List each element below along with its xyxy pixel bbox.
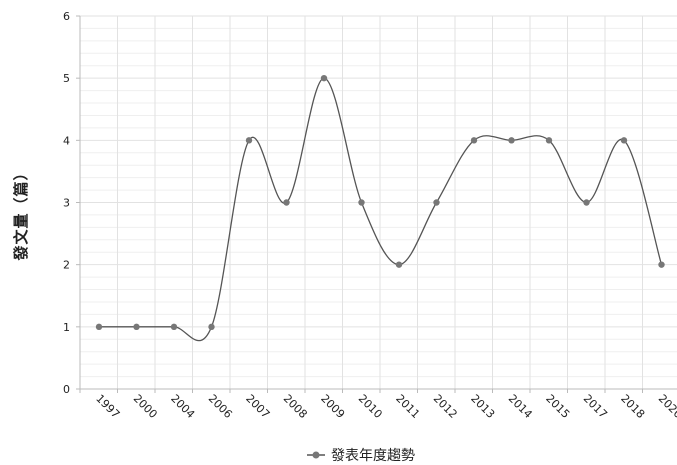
data-point[interactable] bbox=[658, 261, 665, 268]
series-layer bbox=[95, 74, 665, 342]
y-axis-label: 發文量（篇） bbox=[12, 164, 30, 261]
y-tick-labels: 0 1 2 3 4 5 6 bbox=[63, 10, 70, 396]
data-point[interactable] bbox=[433, 199, 440, 206]
x-tick-label: 2006 bbox=[206, 392, 235, 421]
axes bbox=[76, 15, 677, 393]
data-point[interactable] bbox=[245, 137, 253, 144]
grid bbox=[79, 15, 677, 390]
y-tick-label: 0 bbox=[63, 383, 70, 396]
y-tick-label: 2 bbox=[63, 259, 70, 272]
y-tick-label: 1 bbox=[63, 321, 70, 334]
x-tick-label: 1997 bbox=[93, 392, 122, 421]
data-points bbox=[95, 74, 665, 331]
data-point[interactable] bbox=[95, 323, 103, 331]
data-point[interactable] bbox=[583, 199, 590, 206]
data-point[interactable] bbox=[395, 261, 403, 268]
data-point[interactable] bbox=[620, 137, 628, 144]
data-point[interactable] bbox=[358, 199, 365, 206]
y-tick-label: 3 bbox=[63, 197, 70, 210]
x-tick-label: 2000 bbox=[131, 392, 160, 421]
data-point[interactable] bbox=[470, 137, 478, 144]
y-tick-label: 4 bbox=[63, 134, 70, 147]
data-point[interactable] bbox=[545, 137, 553, 144]
x-tick-label: 2014 bbox=[506, 392, 535, 421]
x-tick-label: 2010 bbox=[356, 392, 385, 421]
data-point[interactable] bbox=[133, 323, 140, 331]
x-tick-label: 2017 bbox=[581, 392, 610, 421]
data-point[interactable] bbox=[508, 137, 515, 144]
y-tick-label: 6 bbox=[63, 10, 70, 23]
x-tick-label: 2011 bbox=[393, 392, 422, 421]
y-tick-label: 5 bbox=[63, 72, 70, 85]
x-tick-label: 2012 bbox=[431, 392, 460, 421]
x-tick-label: 2018 bbox=[618, 392, 647, 421]
x-tick-label: 2004 bbox=[168, 392, 197, 421]
x-tick-label: 2015 bbox=[543, 392, 572, 421]
x-tick-labels: 1997 2000 2004 2006 2007 2008 2009 2010 2011 2012… bbox=[93, 392, 677, 421]
x-tick-label: 2007 bbox=[243, 392, 272, 421]
data-point[interactable] bbox=[283, 199, 290, 206]
x-tick-label: 2008 bbox=[281, 392, 310, 421]
x-tick-label: 2009 bbox=[318, 392, 347, 421]
data-point[interactable] bbox=[170, 323, 178, 331]
legend[interactable]: 發表年度趨勢 bbox=[307, 448, 415, 464]
x-tick-label: 2020 bbox=[656, 392, 677, 421]
x-tick-label: 2013 bbox=[468, 392, 497, 421]
legend-marker-icon bbox=[312, 451, 320, 459]
data-point[interactable] bbox=[320, 74, 328, 82]
legend-label: 發表年度趨勢 bbox=[331, 448, 415, 464]
data-point[interactable] bbox=[208, 323, 215, 331]
